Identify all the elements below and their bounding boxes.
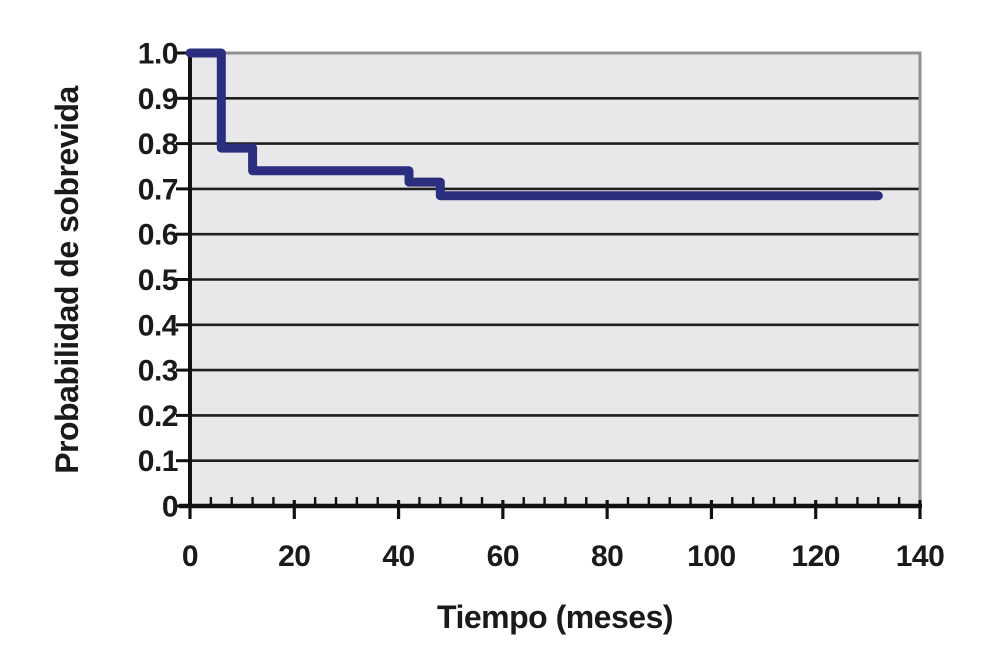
y-tick-label: 0.3	[138, 355, 178, 388]
y-tick-label: 0.2	[138, 400, 178, 433]
y-tick-label: 0.4	[138, 309, 179, 342]
y-tick-label: 1.0	[138, 38, 178, 71]
x-tick-label: 140	[896, 540, 945, 573]
y-tick-label: 0.8	[138, 128, 178, 161]
y-tick-label: 0.7	[138, 173, 178, 206]
survival-step-line	[185, 48, 883, 201]
x-tick-label: 100	[687, 540, 736, 573]
x-axis-title: Tiempo (meses)	[437, 599, 673, 635]
x-tick-label: 20	[278, 540, 310, 573]
x-tick-label: 40	[382, 540, 414, 573]
x-tick-label: 120	[791, 540, 840, 573]
x-tick-label: 60	[487, 540, 519, 573]
y-axis-title: Probabilidad de sobrevida	[49, 86, 85, 474]
y-tick-label: 0.1	[138, 445, 178, 478]
y-tick-label: 0.5	[138, 264, 178, 297]
x-tick-label: 80	[591, 540, 623, 573]
y-tick-label: 0	[162, 491, 178, 524]
x-tick-label: 0	[182, 540, 198, 573]
plot-layer: 0 20 40 60 80 100 120 140 0 0.1 0.2 0.3 0.4 0.5 0.6 0.7…	[138, 38, 945, 574]
y-tick-label: 0.6	[138, 219, 178, 252]
y-tick-label: 0.9	[138, 83, 178, 116]
